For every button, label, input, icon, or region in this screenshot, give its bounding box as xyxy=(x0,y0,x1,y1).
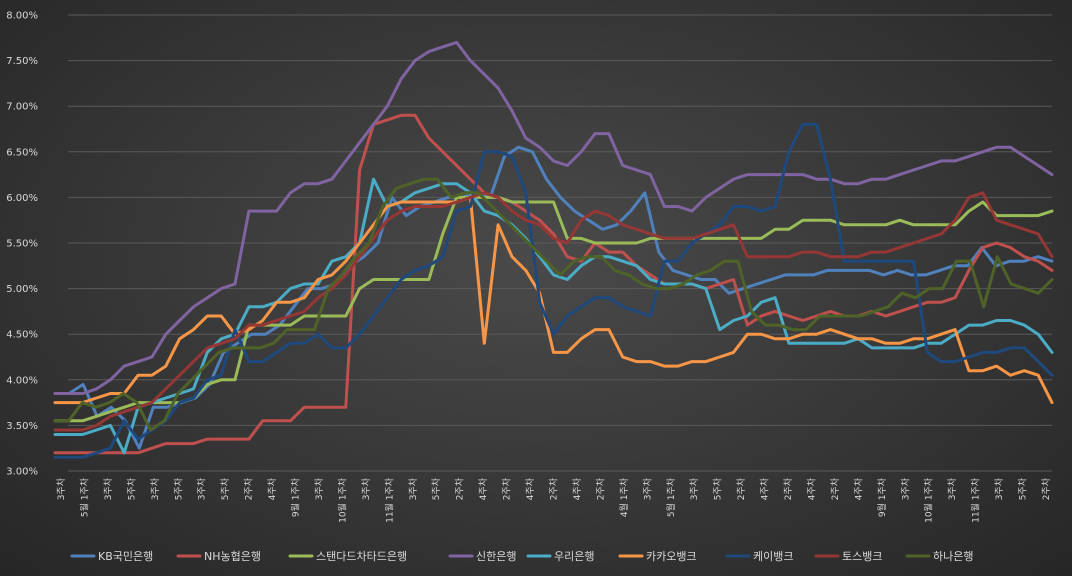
x-tick-label: 5주차 xyxy=(219,477,231,500)
x-tick-label: 3주차 xyxy=(407,477,419,500)
y-tick-label: 8.00% xyxy=(6,11,38,22)
x-tick-label: 2주차 xyxy=(454,477,466,500)
x-tick-label: 2주차 xyxy=(735,477,747,500)
x-tick-label: 3주차 xyxy=(360,477,372,500)
x-tick-label: 4주차 xyxy=(759,477,771,500)
x-tick-label: 5주차 xyxy=(1017,477,1029,500)
x-tick-label: 9월 1주차 xyxy=(290,477,302,517)
x-tick-label: 3주차 xyxy=(899,477,911,500)
x-tick-label: 4주차 xyxy=(524,477,536,500)
x-tick-label: 3주차 xyxy=(102,477,114,500)
y-tick-label: 3.00% xyxy=(6,467,38,478)
x-tick-label: 5월 1주차 xyxy=(78,477,90,517)
y-tick-label: 5.50% xyxy=(6,239,38,250)
x-tick-label: 3주차 xyxy=(196,477,208,500)
x-tick-label: 2주차 xyxy=(782,477,794,500)
x-tick-label: 4월 1주차 xyxy=(618,477,630,517)
legend-label: NH농협은행 xyxy=(204,550,261,563)
series-line-6 xyxy=(53,122,1054,459)
series-line-0 xyxy=(53,145,1054,450)
x-tick-label: 5월 1주차 xyxy=(665,477,677,517)
x-tick-label: 3주차 xyxy=(55,477,67,500)
legend-label: 하나은행 xyxy=(933,549,973,563)
legend-label: 토스뱅크 xyxy=(842,550,882,563)
legend-label: 카카오뱅크 xyxy=(646,550,697,563)
series-line-8 xyxy=(53,177,1054,432)
y-tick-label: 3.50% xyxy=(6,421,38,432)
x-tick-label: 4주차 xyxy=(477,477,489,500)
x-tick-label: 10월 1주차 xyxy=(336,477,348,523)
series-line-4 xyxy=(53,177,1054,455)
y-tick-label: 4.50% xyxy=(6,330,38,341)
x-tick-label: 3주차 xyxy=(993,477,1005,500)
x-tick-label: 11월 1주차 xyxy=(970,477,982,523)
x-tick-label: 4주차 xyxy=(571,477,583,500)
x-tick-label: 3주차 xyxy=(641,477,653,500)
x-tick-label: 11월 1주차 xyxy=(383,477,395,523)
series-lines xyxy=(53,40,1054,459)
x-tick-label: 2주차 xyxy=(829,477,841,500)
series-line-2 xyxy=(53,195,1054,423)
series-line-5 xyxy=(53,195,1054,405)
series-line-7 xyxy=(53,191,1054,432)
legend-label: 케이뱅크 xyxy=(753,550,793,563)
x-tick-label: 5주차 xyxy=(125,477,137,500)
legend-label: 스탠다드차타드은행 xyxy=(316,550,407,563)
y-tick-label: 4.00% xyxy=(6,375,38,386)
legend-label: 우리은행 xyxy=(554,550,594,563)
x-tick-label: 2주차 xyxy=(501,477,513,500)
x-tick-label: 4주차 xyxy=(266,477,278,500)
x-tick-label: 4주차 xyxy=(805,477,817,500)
legend-label: 신한은행 xyxy=(476,550,516,563)
x-tick-label: 3주차 xyxy=(946,477,958,500)
y-tick-label: 6.50% xyxy=(6,147,38,158)
x-tick-label: 3주차 xyxy=(149,477,161,500)
y-tick-label: 5.00% xyxy=(6,284,38,295)
y-tick-label: 6.00% xyxy=(6,193,38,204)
x-tick-label: 2주차 xyxy=(1040,477,1052,500)
x-tick-label: 3주차 xyxy=(313,477,325,500)
y-tick-label: 7.00% xyxy=(6,102,38,113)
legend: KB국민은행 NH농협은행 스탠다드차타드은행 신한은행 우리은행 카카오뱅크 케이뱅크 토스… xyxy=(70,549,973,563)
x-axis-ticks: 3주차 5월 1주차 3주차 5주차 3주차 5주차 3주차 5주차 2주차 4주차 9월 1주차 3… xyxy=(55,477,1052,523)
y-axis-ticks: 3.00% 3.50% 4.00% 4.50% 5.00% 5.50% 6.00% 6.50%… xyxy=(6,11,38,478)
x-tick-label: 2주차 xyxy=(594,477,606,500)
legend-label: KB국민은행 xyxy=(98,550,153,563)
x-tick-label: 10월 1주차 xyxy=(923,477,935,523)
x-tick-label: 5주차 xyxy=(172,477,184,500)
series-line-3 xyxy=(53,40,1054,395)
x-tick-label: 2주차 xyxy=(243,477,255,500)
y-tick-label: 7.50% xyxy=(6,56,38,67)
x-tick-label: 4주차 xyxy=(852,477,864,500)
x-tick-label: 2주차 xyxy=(548,477,560,500)
x-tick-label: 5주차 xyxy=(712,477,724,500)
x-tick-label: 3주차 xyxy=(688,477,700,500)
x-tick-label: 5주차 xyxy=(430,477,442,500)
series-line-1 xyxy=(53,113,1054,455)
x-tick-label: 9월 1주차 xyxy=(876,477,888,517)
